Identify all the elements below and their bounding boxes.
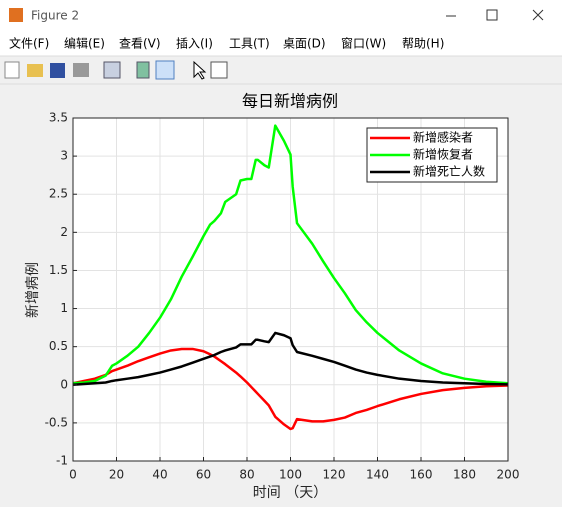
y-tick-label: 2.5 <box>49 187 68 201</box>
series-line <box>72 331 509 387</box>
legend-label: 新增感染者 <box>413 130 473 145</box>
menu-bar <box>0 32 450 56</box>
x-tick-label: 120 <box>323 468 346 482</box>
menu-item[interactable]: 编辑(E) <box>64 36 105 51</box>
maximize-button[interactable] <box>486 9 498 21</box>
x-tick-label: 20 <box>109 468 124 482</box>
plot-lines <box>72 124 509 431</box>
x-tick-label: 80 <box>239 468 254 482</box>
y-tick-label: 0.5 <box>49 339 68 353</box>
y-tick-label: 3.5 <box>49 111 68 125</box>
y-axis-label: 新增病例 <box>25 262 41 318</box>
y-tick-label: 0 <box>60 377 68 391</box>
tool-save[interactable] <box>50 63 65 78</box>
menu-item[interactable]: 文件(F) <box>9 36 49 51</box>
y-tick-label: 3 <box>60 149 68 163</box>
title-bar <box>0 0 562 32</box>
tool-colorbar[interactable] <box>136 61 150 79</box>
y-tick-label: -1 <box>56 454 68 468</box>
chart-title: 每日新增病例 <box>242 92 338 111</box>
close-button[interactable] <box>532 9 544 21</box>
y-tick-label: 1 <box>60 301 68 315</box>
x-tick-label: 60 <box>196 468 211 482</box>
x-tick-label: 0 <box>69 468 77 482</box>
menu-item[interactable]: 桌面(D) <box>283 37 326 51</box>
y-tick-label: 2 <box>60 225 68 239</box>
menu-item[interactable]: 窗口(W) <box>341 37 386 51</box>
y-tick-label: 1.5 <box>49 263 68 277</box>
x-tick-label: 100 <box>279 468 302 482</box>
x-tick-label: 140 <box>366 468 389 482</box>
x-tick-label: 40 <box>152 468 167 482</box>
legend-label: 新增恢复者 <box>413 147 473 162</box>
tool-print[interactable] <box>73 63 89 77</box>
x-tick-label: 160 <box>410 468 433 482</box>
menu-item[interactable]: 工具(T) <box>229 37 270 51</box>
legend-label: 新增死亡人数 <box>413 164 485 179</box>
tool-legend[interactable] <box>155 60 175 80</box>
x-axis-label: 时间 （天） <box>253 485 327 501</box>
app-icon <box>9 8 23 22</box>
menu-item[interactable]: 插入(I) <box>176 37 213 51</box>
y-tick-label: -0.5 <box>45 415 68 429</box>
toolbar <box>4 60 228 80</box>
x-tick-label: 200 <box>497 468 520 482</box>
tool-new[interactable] <box>4 61 20 79</box>
x-tick-label: 180 <box>453 468 476 482</box>
tool-pointer[interactable] <box>193 60 207 80</box>
series-line <box>72 347 509 431</box>
menu-item[interactable]: 查看(V) <box>119 37 161 51</box>
menu-item[interactable]: 帮助(H) <box>402 37 444 51</box>
tool-link[interactable] <box>103 61 121 79</box>
menu-bar-rest <box>450 32 562 56</box>
window-title: Figure 2 <box>31 9 79 23</box>
tool-open[interactable] <box>27 64 43 77</box>
tool-property[interactable] <box>210 61 228 79</box>
series-line <box>72 124 509 385</box>
